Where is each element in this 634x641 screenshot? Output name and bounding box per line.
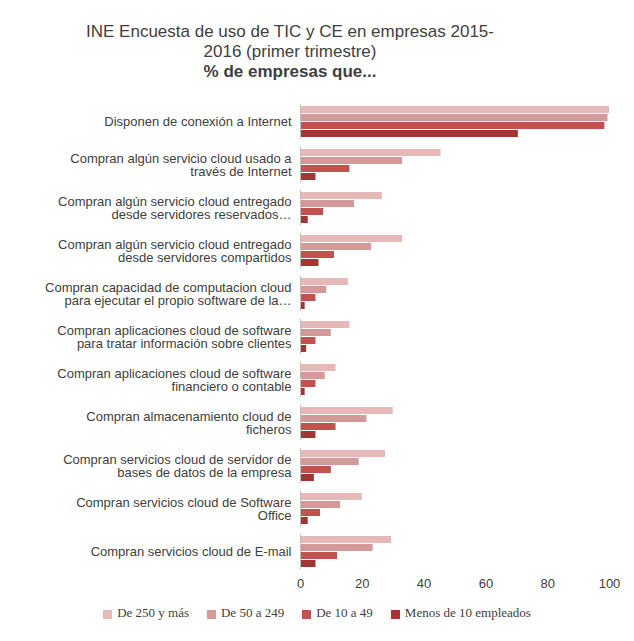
html-text:De 250 y más: De 250 y más: [117, 605, 189, 620]
html-text:De 10 a 49: De 10 a 49: [316, 605, 373, 620]
svg-text:Compran algún servicio cloud u: Compran algún servicio cloud usado atrav…: [70, 151, 292, 179]
svg-text:60: 60: [479, 576, 493, 591]
svg-text:80: 80: [540, 576, 554, 591]
svg-text:Compran servicios cloud de Sof: Compran servicios cloud de SoftwareOffic…: [76, 495, 291, 523]
html-text:De 50 a 249: De 50 a 249: [221, 605, 285, 620]
svg-text:Compran aplicaciones cloud de: Compran aplicaciones cloud de softwarefi…: [57, 366, 291, 394]
svg-text:Compran aplicaciones cloud de: Compran aplicaciones cloud de softwarepa…: [57, 323, 292, 351]
svg-text:20: 20: [355, 576, 369, 591]
svg-text:Compran algún servicio cloud e: Compran algún servicio cloud entregadode…: [58, 194, 291, 222]
svg-text:Disponen de conexión a Interne: Disponen de conexión a Internet: [104, 114, 292, 129]
svg-text:100: 100: [599, 576, 621, 591]
svg-text:Compran capacidad de computaci: Compran capacidad de computacion cloudpa…: [45, 280, 291, 308]
svg-text:Compran servicios cloud de E-m: Compran servicios cloud de E-mail: [91, 544, 292, 559]
svg-text:Compran servicios cloud de ser: Compran servicios cloud de servidor deba…: [63, 452, 292, 480]
html-text:Menos de 10 empleados: Menos de 10 empleados: [404, 605, 531, 620]
svg-text:Compran almacenamiento cloud d: Compran almacenamiento cloud deficheros: [86, 409, 292, 437]
html-text:INE Encuesta de uso de TIC y C: INE Encuesta de uso de TIC y CE en empre…: [86, 22, 494, 61]
html-text:% de empresas que...: % de empresas que...: [203, 62, 377, 81]
svg-text:Compran algún servicio cloud e: Compran algún servicio cloud entregadode…: [58, 237, 292, 265]
svg-text:40: 40: [417, 576, 431, 591]
svg-text:0: 0: [297, 576, 304, 591]
